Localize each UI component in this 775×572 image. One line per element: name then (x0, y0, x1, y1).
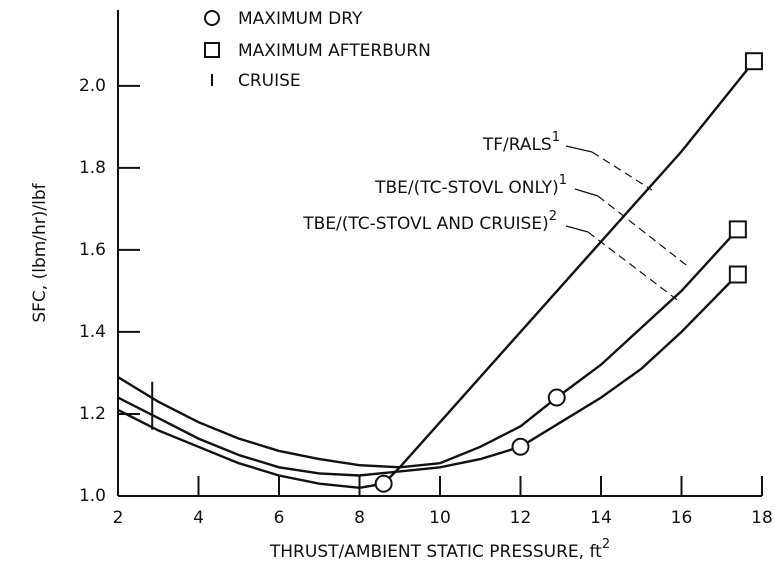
y-tick-label: 1.6 (79, 240, 106, 260)
legend-label: MAXIMUM DRY (238, 9, 363, 29)
leader (587, 231, 681, 303)
y-tick-label: 1.8 (79, 158, 106, 178)
max-dry-marker (511, 437, 530, 456)
leader (597, 195, 691, 269)
max-dry-marker (547, 388, 566, 407)
x-tick-label: 18 (751, 508, 773, 528)
legend-label: MAXIMUM AFTERBURN (238, 41, 431, 61)
leader (565, 225, 589, 233)
x-tick-label: 4 (193, 508, 204, 528)
y-tick-label: 1.2 (79, 404, 106, 424)
legend-square (204, 42, 220, 58)
leader (565, 145, 593, 153)
afterburn-marker (728, 265, 747, 284)
curve-label: TBE/(TC-STOVL AND CRUISE)2 (302, 209, 557, 235)
y-tick-label: 1.4 (79, 322, 106, 342)
curve (117, 273, 739, 477)
curve-label: TF/RALS1 (482, 130, 560, 156)
afterburn-marker (744, 52, 763, 71)
curve-label: TBE/(TC-STOVL ONLY)1 (374, 173, 567, 199)
x-tick-label: 16 (671, 508, 693, 528)
curve (117, 60, 755, 490)
leader (591, 151, 653, 191)
x-tick-label: 10 (429, 508, 451, 528)
x-axis-title: THRUST/AMBIENT STATIC PRESSURE, ft2 (269, 537, 610, 563)
x-tick-label: 14 (590, 508, 612, 528)
max-dry-marker (374, 474, 393, 493)
legend-circle (204, 10, 220, 26)
x-tick-label: 8 (354, 508, 365, 528)
x-tick-label: 6 (274, 508, 285, 528)
leader (574, 188, 599, 197)
x-tick-label: 12 (510, 508, 532, 528)
curve (117, 228, 739, 469)
y-tick-label: 2.0 (79, 76, 106, 96)
y-axis-title: SFC, (lbm/hr)/lbf (30, 182, 50, 322)
y-tick-label: 1.0 (79, 486, 106, 506)
afterburn-marker (728, 220, 747, 239)
legend-label: CRUISE (238, 71, 301, 91)
x-tick-label: 2 (113, 508, 124, 528)
